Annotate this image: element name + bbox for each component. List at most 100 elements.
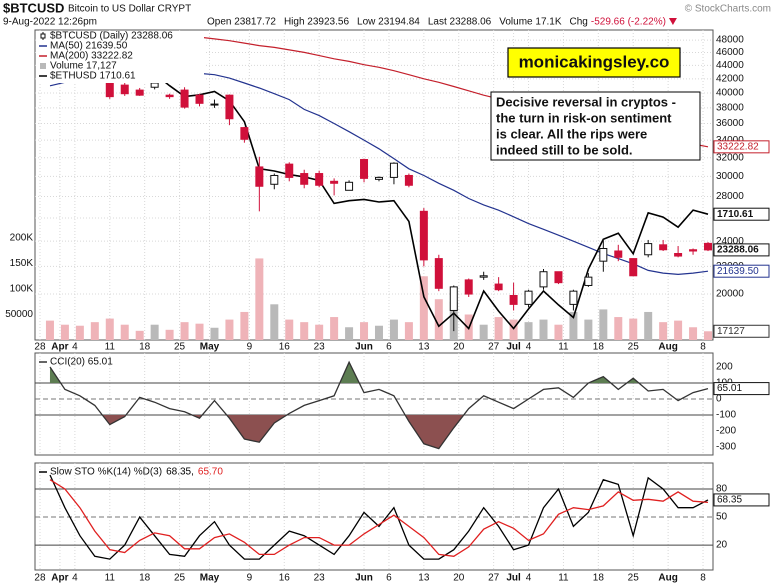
annotation-line: is clear. All the rips were xyxy=(496,126,647,141)
value-label: 17127 xyxy=(717,326,745,337)
candle-body xyxy=(374,176,383,180)
value-label: 68.35 xyxy=(717,495,742,506)
change-value: -529.66 (-2.22%) xyxy=(591,17,666,28)
x-tick-label: 25 xyxy=(628,342,640,353)
y-tick-label: 0 xyxy=(716,394,722,405)
x-tick-label: 8 xyxy=(700,342,706,353)
x-tick-label: 28 xyxy=(34,573,46,584)
panel-frame xyxy=(34,352,714,456)
indicator-line xyxy=(49,360,709,450)
volume-bar xyxy=(165,329,174,340)
candle-body xyxy=(180,89,189,108)
x-tick-label: 4 xyxy=(526,573,532,584)
volume-bar xyxy=(629,318,638,340)
legend-swatch xyxy=(40,33,46,39)
volume-bar xyxy=(494,317,503,340)
y-tick-label: 200 xyxy=(716,362,733,373)
chart-title: $BTCUSD xyxy=(3,0,64,15)
value-box xyxy=(713,243,770,257)
candle-body xyxy=(659,244,668,251)
x-tick-label: 27 xyxy=(488,342,500,353)
volume-bar xyxy=(240,311,249,340)
volume-bar xyxy=(255,258,264,340)
legend-label: 65.70 xyxy=(198,467,223,478)
volume-bar xyxy=(75,325,84,340)
candle-body xyxy=(584,276,593,286)
candle-body xyxy=(689,249,698,252)
volume-bar xyxy=(180,322,189,340)
volume-tick-label: 150K xyxy=(10,258,34,269)
x-tick-label: 18 xyxy=(593,573,605,584)
candle-body xyxy=(674,253,683,257)
y-tick-label: -300 xyxy=(716,442,736,453)
volume-bar xyxy=(330,317,339,340)
volume-bar xyxy=(45,320,54,340)
candle-body xyxy=(494,283,503,291)
volume-bar xyxy=(285,319,294,340)
candle-body xyxy=(255,166,264,187)
value-box xyxy=(713,324,770,338)
x-tick-label: 16 xyxy=(279,573,291,584)
y-tick-label: 36000 xyxy=(716,118,744,129)
annotation-box xyxy=(490,91,701,161)
candle-body xyxy=(210,103,219,106)
x-tick-label: Jun xyxy=(355,573,373,584)
y-tick-label: 50 xyxy=(716,512,728,523)
x-tick-label: 11 xyxy=(558,573,569,584)
value-box xyxy=(713,207,770,221)
annotation-text: monicakingsley.co xyxy=(519,52,670,71)
change-label: Chg xyxy=(570,17,588,28)
indicator-title: CCI(20) 65.01 xyxy=(50,357,113,368)
x-tick-label: Jul xyxy=(506,342,521,353)
value-label: 65.01 xyxy=(717,383,742,394)
candle-body xyxy=(389,162,398,178)
legend-label: 68.35, xyxy=(166,467,194,478)
legend-swatch xyxy=(40,63,46,69)
volume-bar xyxy=(419,276,428,340)
annotation-line: indeed still to be sold. xyxy=(496,142,633,157)
x-tick-label: 11 xyxy=(105,342,116,353)
candle-body xyxy=(449,286,458,311)
volume-bar xyxy=(90,322,99,340)
volume-bar xyxy=(60,324,69,340)
x-tick-label: 11 xyxy=(105,573,116,584)
x-tick-label: 25 xyxy=(174,573,186,584)
chart-subtitle: Bitcoin to US Dollar CRYPT xyxy=(68,4,191,15)
volume-bar xyxy=(434,299,443,340)
candle-body xyxy=(360,159,369,179)
value-label: 23288.06 xyxy=(717,245,759,256)
candle-body xyxy=(225,94,234,120)
indicator-title: Slow STO %K(14) %D(3) xyxy=(50,467,162,478)
y-tick-label: 30000 xyxy=(716,171,744,182)
x-tick-label: 13 xyxy=(418,573,430,584)
x-tick-label: Jul xyxy=(506,573,521,584)
legend-label: Volume 17,127 xyxy=(50,61,117,72)
value-box xyxy=(713,382,770,396)
date: 9-Aug-2022 12:26pm xyxy=(3,17,97,28)
value-box xyxy=(713,140,770,154)
candle-body xyxy=(599,248,608,262)
volume-bar xyxy=(479,324,488,340)
x-tick-label: 25 xyxy=(174,342,186,353)
x-tick-label: 20 xyxy=(453,573,465,584)
value-box xyxy=(713,264,770,278)
volume-bar xyxy=(509,319,518,340)
candle-body xyxy=(464,279,473,295)
x-tick-label: 23 xyxy=(314,342,326,353)
x-tick-label: 4 xyxy=(72,342,78,353)
annotation-box xyxy=(507,47,681,78)
volume-bar xyxy=(135,330,144,340)
x-tick-label: Apr xyxy=(51,342,68,353)
header-info: High 23923.56 xyxy=(284,17,349,28)
volume-bar xyxy=(524,322,533,340)
volume-tick-label: 200K xyxy=(10,233,34,244)
candle-body xyxy=(300,173,309,185)
volume-bar xyxy=(210,327,219,340)
candle-body xyxy=(345,181,354,191)
x-tick-label: Jun xyxy=(355,342,373,353)
value-label: 33222.82 xyxy=(717,141,759,152)
y-tick-label: 20 xyxy=(716,540,728,551)
x-tick-label: 6 xyxy=(386,573,392,584)
x-tick-label: 9 xyxy=(247,342,253,353)
